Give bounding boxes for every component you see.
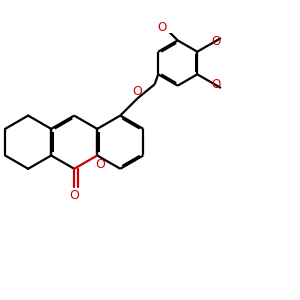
Text: O: O <box>157 22 166 34</box>
Text: O: O <box>212 35 221 48</box>
Text: O: O <box>133 85 142 98</box>
Text: O: O <box>69 189 79 202</box>
Text: O: O <box>212 78 221 91</box>
Text: O: O <box>95 158 105 171</box>
